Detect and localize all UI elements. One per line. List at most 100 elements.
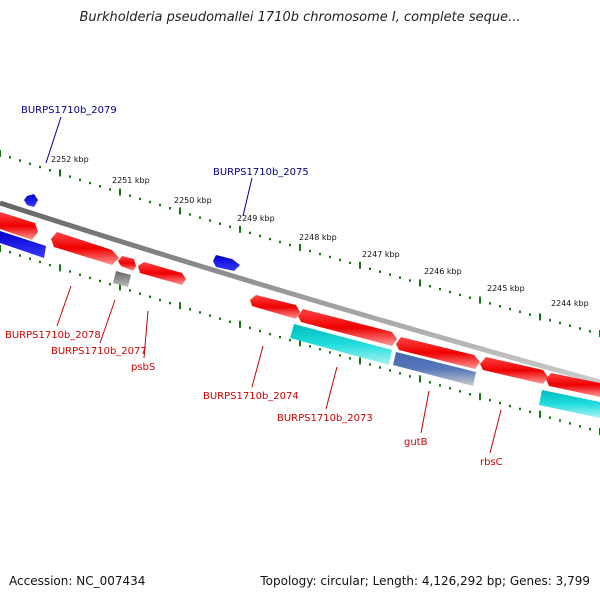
minor-tick — [439, 287, 441, 291]
gene-label-burps1710b-2078[interactable]: BURPS1710b_2078 — [5, 330, 101, 341]
gene-label-burps1710b-2073[interactable]: BURPS1710b_2073 — [277, 413, 373, 424]
major-tick — [59, 264, 61, 272]
gene-label-burps1710b-2079[interactable]: BURPS1710b_2079 — [21, 105, 117, 116]
minor-tick — [129, 289, 131, 292]
minor-tick — [169, 301, 171, 305]
minor-tick — [489, 398, 491, 402]
minor-tick — [159, 298, 161, 302]
minor-tick — [349, 357, 351, 360]
gene-arrow[interactable] — [0, 212, 38, 240]
major-tick — [59, 169, 61, 177]
minor-tick — [259, 234, 261, 238]
minor-tick — [329, 255, 331, 259]
gene-arrow[interactable] — [393, 352, 476, 386]
minor-tick — [49, 169, 51, 172]
gene-arrow[interactable] — [250, 295, 300, 319]
scale-label: 2250 kbp — [174, 196, 212, 205]
minor-tick — [249, 231, 251, 235]
minor-tick — [19, 254, 21, 257]
minor-tick — [199, 216, 201, 219]
minor-tick — [289, 339, 291, 342]
leader-line — [489, 409, 502, 454]
reverse-strand-genes — [290, 324, 600, 418]
minor-tick — [29, 162, 31, 165]
gene-arrow[interactable] — [290, 324, 392, 365]
minor-tick — [339, 258, 341, 262]
minor-tick — [379, 366, 381, 369]
forward-strand-genes — [0, 212, 600, 397]
gene-label-gutb[interactable]: gutB — [404, 437, 428, 448]
minor-tick — [259, 329, 261, 333]
gene-label-psbs[interactable]: psbS — [131, 362, 155, 373]
minor-tick — [409, 279, 411, 282]
feature-arrow[interactable] — [0, 231, 46, 258]
minor-tick — [229, 225, 231, 228]
scale-labels: 2252 kbp 2251 kbp 2250 kbp 2249 kbp 2248… — [51, 155, 589, 308]
minor-tick — [139, 197, 141, 201]
gene-label-burps1710b-2075[interactable]: BURPS1710b_2075 — [213, 167, 309, 178]
minor-tick — [29, 257, 31, 260]
gene-arrow[interactable] — [51, 232, 119, 265]
minor-tick — [409, 375, 411, 378]
label-leaders — [56, 285, 502, 454]
minor-tick — [559, 419, 561, 422]
minor-tick — [189, 308, 191, 311]
minor-tick — [509, 404, 511, 408]
scale-label: 2244 kbp — [551, 299, 589, 308]
minor-tick — [309, 249, 311, 253]
minor-tick — [219, 222, 221, 225]
gene-arrow[interactable] — [546, 373, 600, 397]
minor-tick — [249, 326, 251, 330]
major-tick — [239, 320, 241, 328]
map-title: Burkholderia pseudomallei 1710b chromoso… — [79, 10, 521, 25]
minor-tick — [39, 260, 41, 264]
gene-arrow[interactable] — [539, 390, 600, 418]
minor-tick — [219, 317, 221, 320]
minor-tick — [579, 425, 581, 428]
gene-label-burps1710b-2077[interactable]: BURPS1710b_2077 — [51, 346, 147, 357]
minor-tick — [489, 302, 491, 305]
minor-tick — [149, 200, 151, 204]
topology-summary: Topology: circular; Length: 4,126,292 bp… — [260, 574, 590, 588]
minor-tick — [189, 213, 191, 216]
gene-arrow[interactable] — [480, 357, 548, 384]
minor-tick — [269, 332, 271, 336]
minor-tick — [499, 401, 501, 405]
scale-label: 2252 kbp — [51, 155, 89, 164]
minor-tick — [89, 181, 91, 185]
feature-arrow[interactable] — [213, 255, 240, 271]
minor-tick — [399, 372, 401, 375]
minor-tick — [439, 384, 441, 387]
feature-arrow[interactable] — [24, 194, 38, 207]
minor-tick — [369, 363, 371, 366]
scale-label: 2245 kbp — [487, 284, 525, 293]
leader-line — [99, 299, 116, 344]
minor-tick — [519, 407, 521, 411]
minor-tick — [279, 240, 281, 244]
minor-tick — [559, 321, 561, 325]
leader-line — [325, 366, 338, 410]
leader-line — [420, 390, 430, 434]
minor-tick — [339, 354, 341, 357]
gene-label-burps1710b-2074[interactable]: BURPS1710b_2074 — [203, 391, 299, 402]
minor-tick — [459, 293, 461, 297]
gene-arrow[interactable] — [138, 262, 186, 285]
minor-tick — [319, 252, 321, 256]
minor-tick — [549, 416, 551, 419]
major-tick — [359, 261, 361, 269]
minor-tick — [149, 295, 151, 298]
gene-label-rbsc[interactable]: rbsC — [480, 457, 503, 468]
gene-arrow[interactable] — [118, 256, 136, 271]
minor-tick — [209, 314, 211, 317]
minor-tick — [469, 393, 471, 396]
minor-tick — [309, 345, 311, 348]
major-tick — [539, 313, 541, 321]
minor-tick — [79, 178, 81, 181]
gene-arrow[interactable] — [113, 271, 131, 287]
minor-tick — [229, 320, 231, 323]
scale-label: 2248 kbp — [299, 233, 337, 242]
gene-arrow[interactable] — [298, 309, 397, 346]
minor-tick — [39, 165, 41, 169]
minor-tick — [89, 276, 91, 280]
gene-arrow[interactable] — [396, 337, 480, 369]
